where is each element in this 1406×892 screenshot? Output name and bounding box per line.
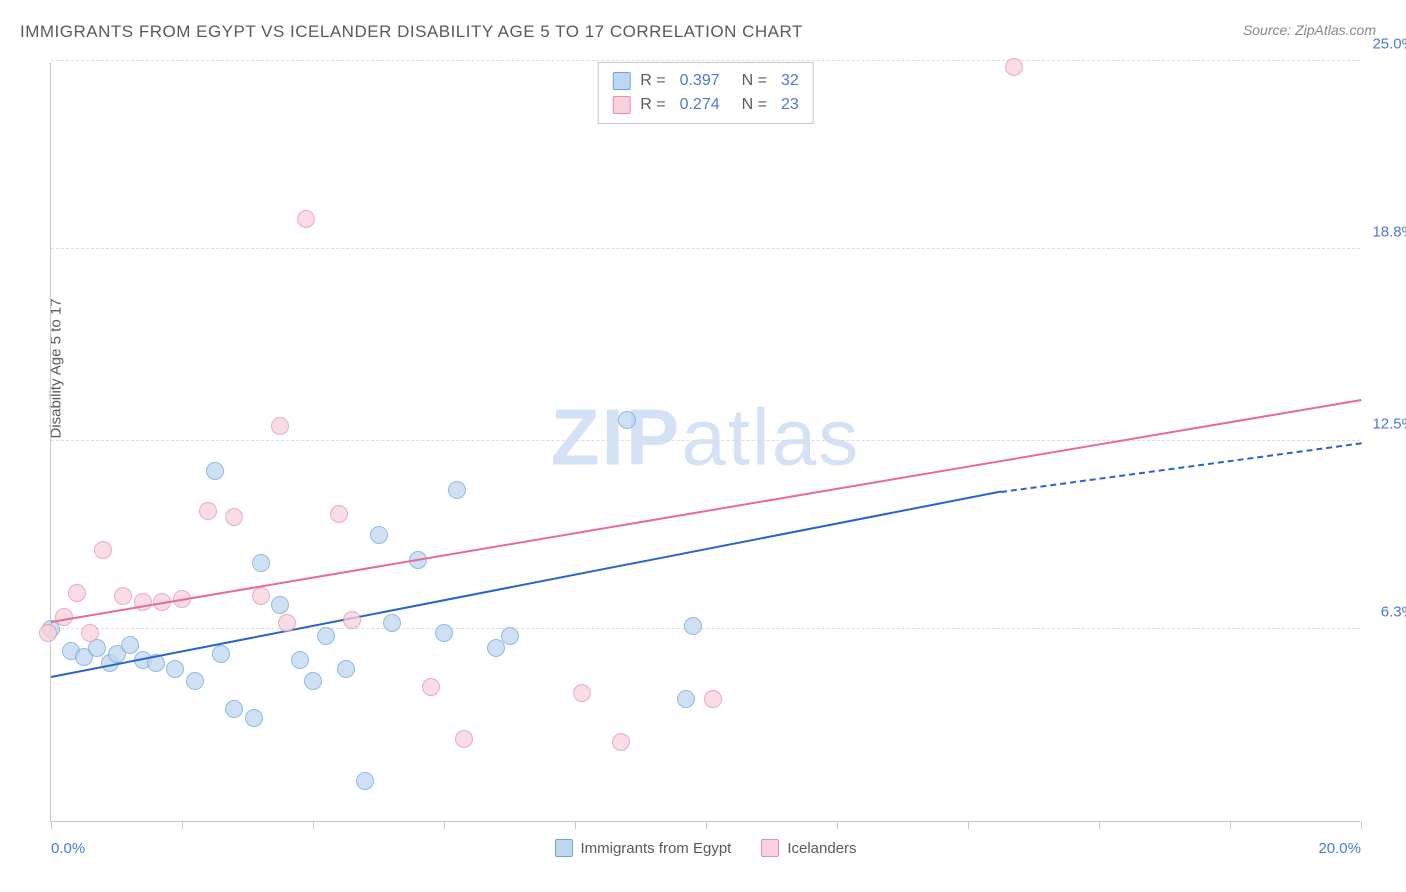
scatter-point (186, 672, 204, 690)
scatter-point (435, 624, 453, 642)
x-tick (706, 821, 707, 829)
correlation-legend: R = 0.397 N = 32 R = 0.274 N = 23 (597, 62, 814, 124)
scatter-point (271, 417, 289, 435)
source-attribution: Source: ZipAtlas.com (1243, 22, 1376, 38)
watermark-bold: ZIP (551, 392, 681, 481)
x-tick (1361, 821, 1362, 829)
scatter-point (337, 660, 355, 678)
scatter-point (317, 627, 335, 645)
scatter-chart: ZIPatlas R =0.397N =32R =0.274N =23 Immi… (50, 62, 1360, 822)
scatter-point (271, 596, 289, 614)
scatter-point (704, 690, 722, 708)
scatter-point (225, 508, 243, 526)
x-tick (313, 821, 314, 829)
scatter-point (225, 700, 243, 718)
scatter-point (455, 730, 473, 748)
scatter-point (618, 411, 636, 429)
source-name: ZipAtlas.com (1295, 22, 1376, 38)
x-tick (837, 821, 838, 829)
legend-row: R = 0.274 N = 23 (612, 93, 799, 117)
x-tick-label: 20.0% (1318, 840, 1361, 857)
scatter-point (684, 617, 702, 635)
scatter-point (94, 541, 112, 559)
scatter-point (677, 690, 695, 708)
stat-value-n: 32 (781, 69, 799, 93)
scatter-point (304, 672, 322, 690)
scatter-point (370, 526, 388, 544)
legend-series-name: Immigrants from Egypt (580, 840, 731, 857)
stat-value-r: 0.274 (680, 93, 720, 117)
stat-label-n: N = (742, 93, 767, 117)
x-tick (444, 821, 445, 829)
stat-label-r: R = (640, 69, 665, 93)
trendline-extrapolated (1001, 442, 1362, 493)
watermark-rest: atlas (681, 392, 860, 481)
x-tick (182, 821, 183, 829)
scatter-point (252, 587, 270, 605)
trendline (51, 400, 1361, 624)
scatter-point (212, 645, 230, 663)
stat-label-r: R = (640, 93, 665, 117)
legend-swatch (761, 839, 779, 857)
scatter-point (68, 584, 86, 602)
legend-swatch (554, 839, 572, 857)
scatter-point (330, 505, 348, 523)
y-tick-label: 25.0% (1372, 36, 1406, 53)
scatter-point (278, 614, 296, 632)
legend-swatch (612, 72, 630, 90)
gridline-horizontal (51, 440, 1360, 441)
legend-item: Icelanders (761, 839, 856, 857)
y-tick-label: 12.5% (1372, 416, 1406, 433)
stat-label-n: N = (742, 69, 767, 93)
x-tick (1230, 821, 1231, 829)
trendline (51, 491, 1001, 678)
scatter-point (422, 678, 440, 696)
scatter-point (206, 462, 224, 480)
scatter-point (199, 502, 217, 520)
scatter-point (343, 611, 361, 629)
scatter-point (291, 651, 309, 669)
gridline-horizontal (51, 628, 1360, 629)
x-tick (968, 821, 969, 829)
legend-swatch (612, 96, 630, 114)
x-tick-label: 0.0% (51, 840, 85, 857)
watermark: ZIPatlas (551, 391, 860, 483)
scatter-point (383, 614, 401, 632)
legend-row: R = 0.397 N = 32 (612, 69, 799, 93)
x-tick (1099, 821, 1100, 829)
scatter-point (245, 709, 263, 727)
x-tick (575, 821, 576, 829)
scatter-point (356, 772, 374, 790)
scatter-point (1005, 58, 1023, 76)
scatter-point (166, 660, 184, 678)
scatter-point (501, 627, 519, 645)
scatter-point (297, 210, 315, 228)
scatter-point (573, 684, 591, 702)
scatter-point (81, 624, 99, 642)
legend-item: Immigrants from Egypt (554, 839, 731, 857)
series-legend: Immigrants from Egypt Icelanders (554, 839, 856, 857)
gridline-horizontal (51, 248, 1360, 249)
scatter-point (39, 624, 57, 642)
chart-title: IMMIGRANTS FROM EGYPT VS ICELANDER DISAB… (20, 22, 803, 42)
scatter-point (114, 587, 132, 605)
scatter-point (121, 636, 139, 654)
scatter-point (612, 733, 630, 751)
source-prefix: Source: (1243, 22, 1295, 38)
gridline-horizontal (51, 60, 1360, 61)
y-tick-label: 6.3% (1381, 604, 1406, 621)
legend-series-name: Icelanders (787, 840, 856, 857)
stat-value-r: 0.397 (680, 69, 720, 93)
stat-value-n: 23 (781, 93, 799, 117)
scatter-point (448, 481, 466, 499)
scatter-point (252, 554, 270, 572)
y-tick-label: 18.8% (1372, 224, 1406, 241)
x-tick (51, 821, 52, 829)
